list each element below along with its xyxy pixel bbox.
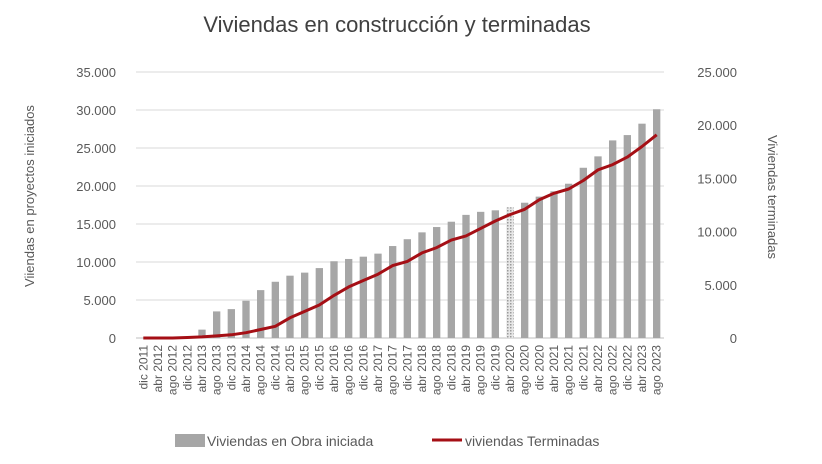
bar	[286, 275, 294, 338]
x-tick-label: ago 2022	[606, 345, 620, 395]
x-tick-label: dic 2012	[180, 345, 194, 391]
y-axis-left-title: Viiendas en proyectos iniciados	[22, 105, 37, 287]
bar	[257, 290, 265, 338]
x-tick-label: abr 2021	[547, 345, 561, 393]
x-tick-label: dic 2011	[136, 345, 150, 390]
bar	[477, 211, 485, 338]
bar	[403, 239, 411, 338]
x-tick-label: dic 2021	[576, 345, 590, 391]
x-tick-label: ago 2016	[342, 345, 356, 395]
x-tick-label: abr 2014	[239, 345, 253, 393]
x-tick-label: abr 2017	[371, 345, 385, 393]
bar-series	[169, 109, 661, 339]
x-tick-label: ago 2018	[430, 345, 444, 395]
bar	[418, 232, 426, 338]
y-left-tick-label: 20.000	[76, 179, 116, 194]
x-tick-label: dic 2014	[268, 345, 282, 391]
x-tick-label: ago 2021	[562, 345, 576, 395]
y-right-tick-label: 20.000	[697, 118, 737, 133]
x-tick-label: abr 2013	[195, 345, 209, 393]
x-tick-label: abr 2018	[415, 345, 429, 393]
bar	[359, 256, 367, 338]
y-right-tick-label: 5.000	[704, 278, 737, 293]
bar	[374, 253, 382, 338]
y-right-tick-label: 0	[730, 331, 737, 346]
y-left-tick-label: 35.000	[76, 65, 116, 80]
x-tick-label: dic 2016	[356, 345, 370, 391]
x-tick-label: ago 2015	[298, 345, 312, 395]
legend-line-label: viviendas Terminadas	[465, 433, 599, 449]
bar	[623, 135, 631, 338]
bar	[330, 261, 338, 338]
bar	[565, 183, 573, 338]
y-axis-right-title: Viviendas terminadas	[765, 135, 780, 260]
x-tick-label: abr 2015	[283, 345, 297, 393]
bar	[491, 210, 499, 338]
y-right-tick-label: 10.000	[697, 225, 737, 240]
x-tick-label: dic 2022	[620, 345, 634, 391]
y-left-tick-label: 25.000	[76, 141, 116, 156]
legend-bar-swatch	[175, 434, 205, 447]
x-tick-label: abr 2023	[635, 345, 649, 393]
bar	[433, 227, 441, 338]
bar	[271, 281, 279, 338]
x-tick-label: ago 2020	[518, 345, 532, 395]
x-tick-label: dic 2013	[224, 345, 238, 391]
x-axis-ticks: dic 2011 abr 2012 ago 2012 dic 2012 abr 2013…	[136, 345, 663, 395]
x-tick-label: abr 2016	[327, 345, 341, 393]
line-series-terminadas	[143, 133, 658, 340]
bar	[389, 246, 397, 338]
y-left-tick-label: 5.000	[83, 293, 116, 308]
bar	[638, 123, 646, 339]
x-tick-label: ago 2023	[650, 345, 664, 395]
x-tick-label: ago 2019	[474, 345, 488, 395]
bar	[462, 214, 470, 338]
x-tick-label: abr 2019	[459, 345, 473, 393]
y-axis-right-ticks: 0 5.000 10.000 15.000 20.000 25.000	[697, 65, 737, 346]
legend-bar-label: Viviendas en Obra iniciada	[207, 433, 374, 449]
x-tick-label: dic 2019	[488, 345, 502, 391]
bar	[345, 258, 353, 338]
bar	[315, 268, 323, 338]
x-tick-label: ago 2014	[254, 345, 268, 395]
bar	[521, 202, 529, 338]
bar	[550, 191, 558, 338]
bar	[213, 311, 221, 338]
x-tick-label: dic 2015	[312, 345, 326, 391]
x-tick-label: ago 2017	[386, 345, 400, 395]
bar	[506, 207, 514, 338]
y-left-tick-label: 10.000	[76, 255, 116, 270]
x-tick-label: abr 2012	[151, 345, 165, 393]
x-tick-label: abr 2020	[503, 345, 517, 393]
x-tick-label: dic 2017	[400, 345, 414, 391]
bar	[227, 309, 235, 338]
y-left-tick-label: 0	[109, 331, 116, 346]
x-tick-label: dic 2018	[444, 345, 458, 391]
y-axis-left-ticks: 0 5.000 10.000 15.000 20.000 25.000 30.000 35.0…	[76, 65, 116, 346]
y-right-tick-label: 15.000	[697, 171, 737, 186]
bar	[198, 329, 206, 338]
y-right-tick-label: 25.000	[697, 65, 737, 80]
bar	[653, 109, 661, 339]
bar	[609, 140, 617, 338]
bar	[301, 272, 309, 338]
legend: Viviendas en Obra iniciada viviendas Ter…	[175, 433, 599, 449]
bar	[594, 156, 602, 338]
chart-title: Viviendas en construcción y terminadas	[203, 12, 590, 37]
bar	[535, 196, 543, 338]
x-tick-label: ago 2013	[210, 345, 224, 395]
x-tick-label: ago 2012	[166, 345, 180, 395]
bar	[447, 221, 455, 338]
x-tick-label: abr 2022	[591, 345, 605, 393]
x-tick-label: dic 2020	[532, 345, 546, 391]
bar	[579, 167, 587, 338]
bar	[242, 300, 250, 338]
y-left-tick-label: 15.000	[76, 217, 116, 232]
y-left-tick-label: 30.000	[76, 103, 116, 118]
